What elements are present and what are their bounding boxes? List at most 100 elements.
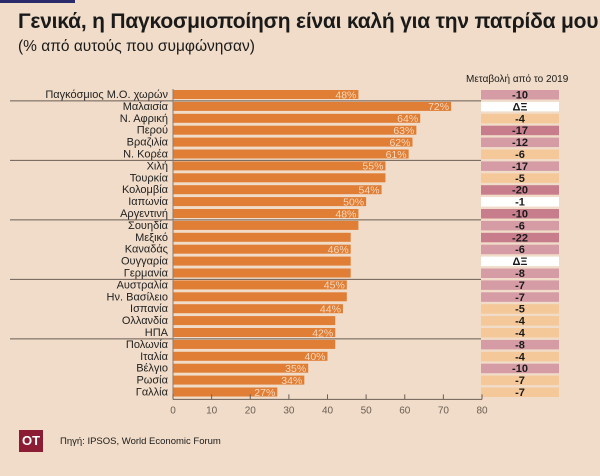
bar: [173, 209, 359, 218]
category-label: Μαλαισία: [123, 101, 169, 113]
change-value: -5: [515, 304, 525, 316]
x-tick-label: 50: [361, 405, 373, 416]
category-label: Ισπανία: [130, 303, 169, 315]
change-cell: [481, 256, 559, 267]
category-label: Ιταλία: [140, 351, 169, 363]
bar-value-label: 45%: [324, 280, 345, 292]
bar: [173, 363, 309, 373]
change-value: -7: [515, 280, 525, 292]
change-cell: [481, 304, 559, 314]
bar: [173, 280, 347, 290]
bar: [173, 304, 343, 314]
change-cell: [481, 125, 559, 136]
category-label: Γαλλία: [136, 387, 169, 399]
change-cell: [481, 232, 559, 243]
bar: [173, 232, 351, 242]
change-cell: [481, 280, 559, 290]
source-note: Πηγή: IPSOS, World Economic Forum: [60, 436, 221, 447]
change-cell: [481, 137, 559, 148]
change-value: -6: [515, 244, 525, 256]
change-cell: [481, 197, 559, 207]
x-tick-label: 80: [476, 405, 488, 416]
change-cell: [481, 316, 559, 326]
category-label: Ιαπωνία: [128, 196, 168, 208]
x-tick-label: 40: [322, 405, 334, 416]
change-value: -7: [515, 375, 525, 387]
change-cell: [481, 328, 559, 338]
bar-value-label: 55%: [362, 161, 383, 173]
change-value: -8: [515, 339, 525, 351]
bar-value-label: 42%: [312, 327, 333, 339]
category-label: Γερμανία: [124, 268, 169, 280]
bar: [173, 351, 328, 361]
change-value: -5: [515, 173, 525, 185]
bar: [173, 292, 347, 302]
change-cell: [481, 268, 559, 278]
change-cell: [481, 101, 559, 112]
bar-value-label: 61%: [386, 149, 407, 161]
change-cell: [481, 161, 559, 171]
change-value: -12: [512, 137, 528, 149]
bar: [173, 137, 413, 147]
bar: [173, 268, 351, 278]
change-cell: [481, 173, 559, 183]
category-label: Ν. Κορέα: [123, 149, 169, 161]
change-value: -8: [515, 268, 525, 280]
x-tick-label: 60: [399, 405, 411, 416]
bar: [173, 185, 382, 195]
bar: [173, 173, 386, 183]
change-value: -1: [515, 197, 525, 209]
bar-value-label: 63%: [393, 125, 414, 137]
bar: [173, 375, 305, 385]
bar: [173, 101, 452, 111]
change-cell: [481, 363, 559, 374]
change-value: -6: [515, 149, 525, 161]
top-accent-line: [0, 0, 75, 3]
category-label: Σουηδία: [128, 220, 169, 232]
chart-subtitle: (% από αυτούς που συμφώνησαν): [18, 38, 255, 55]
change-cell: [481, 209, 559, 219]
change-cell: [481, 387, 559, 397]
category-label: ΗΠΑ: [145, 327, 169, 339]
bar-value-label: 48%: [335, 89, 356, 101]
category-label: Βραζιλία: [127, 137, 169, 149]
category-label: Κολομβία: [122, 184, 169, 196]
bar-value-label: 62%: [389, 137, 410, 149]
change-cell: [481, 220, 559, 231]
change-value: -7: [515, 292, 525, 304]
bar: [173, 161, 386, 171]
bar-value-label: 35%: [285, 363, 306, 375]
bar: [173, 149, 409, 159]
change-value: ΔΞ: [513, 256, 528, 268]
category-label: Ην. Βασίλειο: [107, 291, 168, 303]
change-value: -17: [512, 161, 528, 173]
change-cell: [481, 339, 559, 350]
change-value: -10: [512, 209, 528, 221]
bar: [173, 197, 367, 207]
bar-value-label: 46%: [328, 244, 349, 256]
change-value: -20: [512, 185, 528, 197]
change-value: -4: [515, 316, 526, 328]
bar: [173, 328, 336, 337]
chart-title: Γενικά, η Παγκοσμιοποίηση είναι καλή για…: [18, 10, 599, 33]
change-cell: [481, 90, 559, 100]
bar-value-label: 48%: [335, 208, 356, 220]
category-label: Αργεντινή: [120, 208, 168, 220]
category-label: Βέλγιο: [136, 363, 168, 375]
x-tick-label: 0: [170, 405, 176, 416]
change-value: -22: [512, 232, 528, 244]
bar-value-label: 54%: [359, 185, 380, 197]
x-tick-label: 10: [206, 405, 218, 416]
category-label: Ολλανδία: [122, 315, 169, 327]
change-cell: [481, 113, 559, 124]
bar: [173, 387, 278, 397]
bar-value-label: 50%: [343, 196, 364, 208]
bar-value-label: 27%: [254, 387, 275, 399]
change-cell: [481, 149, 559, 159]
category-label: Περού: [137, 125, 168, 137]
bar: [173, 220, 359, 230]
bar-value-label: 34%: [281, 375, 302, 387]
category-label: Χιλή: [147, 160, 168, 172]
category-label: Ουγγαρία: [121, 256, 169, 268]
change-value: ΔΞ: [513, 101, 528, 113]
